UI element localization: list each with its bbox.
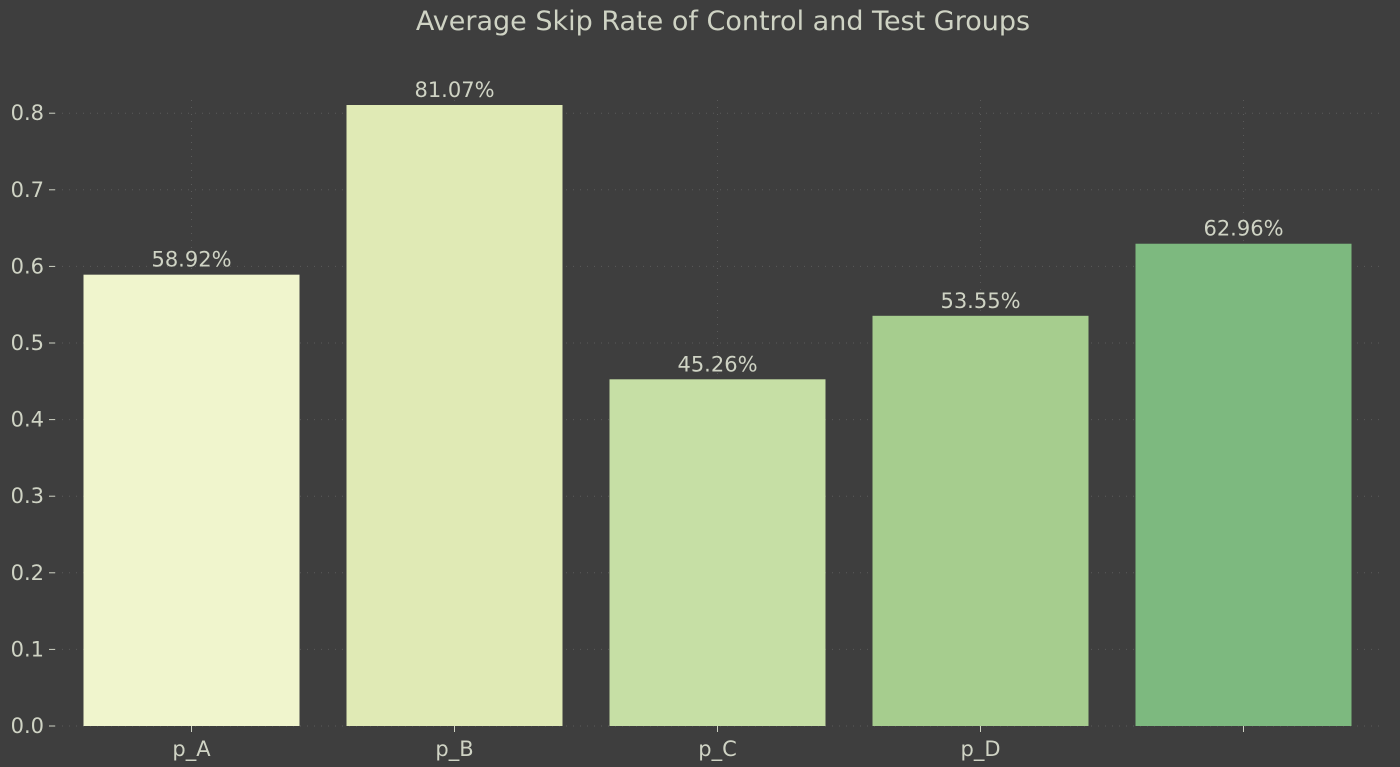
y-tick-label: 0.0 [11, 714, 44, 738]
bars-layer [83, 105, 1352, 727]
x-tick-label: p_C [698, 737, 737, 762]
bar-data-label: 62.96% [1203, 217, 1283, 241]
chart-title: Average Skip Rate of Control and Test Gr… [416, 6, 1030, 37]
x-tick-label: p_B [435, 737, 473, 762]
y-tick-label: 0.8 [11, 101, 44, 125]
y-tick-label: 0.1 [11, 637, 44, 661]
bar-p_B [346, 105, 563, 727]
bar-data-label: 81.07% [414, 78, 494, 102]
x-tick-label: p_D [960, 737, 1000, 762]
bar-data-label: 45.26% [677, 352, 757, 376]
bar-p_C [609, 379, 826, 726]
x-axis: p_A p_B p_C p_D [172, 726, 1244, 762]
y-tick-label: 0.5 [11, 331, 44, 355]
bar-series-5 [1135, 243, 1352, 727]
bar-p_A [83, 274, 300, 726]
bar-data-label: 53.55% [940, 289, 1020, 313]
y-tick-label: 0.7 [11, 178, 44, 202]
y-tick-label: 0.4 [11, 408, 44, 432]
x-tick-label: p_A [172, 737, 211, 762]
y-axis: 0.0 0.1 0.2 0.3 0.4 0.5 0.6 0.7 0.8 [11, 101, 55, 738]
y-tick-label: 0.2 [11, 561, 44, 585]
y-tick-label: 0.3 [11, 484, 44, 508]
data-labels-layer: 58.92% 81.07% 45.26% 53.55% 62.96% [151, 78, 1283, 376]
bar-data-label: 58.92% [151, 248, 231, 272]
bar-p_D [872, 315, 1089, 726]
y-tick-label: 0.6 [11, 254, 44, 278]
